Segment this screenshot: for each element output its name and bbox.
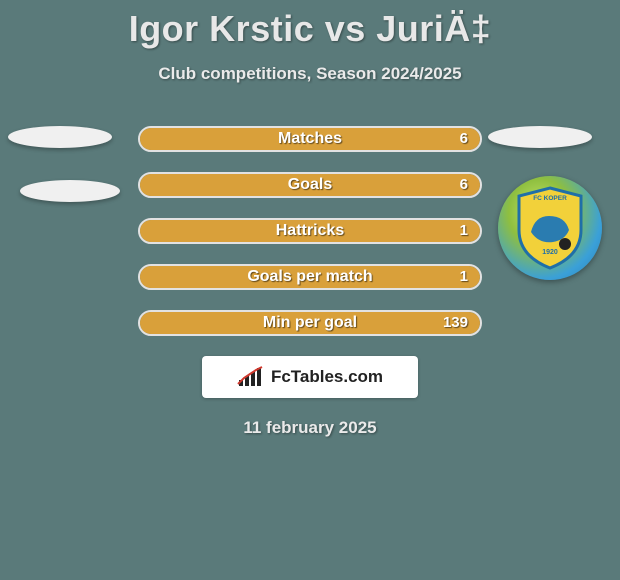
comparison-title: Igor Krstic vs JuriÄ‡ (0, 0, 620, 50)
stat-value-right: 139 (443, 312, 468, 334)
stat-row: Goals per match1 (138, 264, 482, 290)
comparison-subtitle: Club competitions, Season 2024/2025 (0, 64, 620, 84)
stat-value-right: 6 (460, 174, 468, 196)
stat-row: Min per goal139 (138, 310, 482, 336)
stats-area: FC KOPER 1920 Matches6Goals6Hattricks1Go… (0, 126, 620, 336)
stat-value-right: 1 (460, 220, 468, 242)
player-left-shadow-1 (8, 126, 112, 148)
badge-year: 1920 (542, 249, 558, 256)
stat-row: Matches6 (138, 126, 482, 152)
date-line: 11 february 2025 (0, 418, 620, 438)
player-right-shadow-1 (488, 126, 592, 148)
stat-label: Goals per match (140, 266, 480, 288)
stat-value-right: 1 (460, 266, 468, 288)
badge-text-top: FC KOPER (533, 195, 567, 202)
player-left-shadow-2 (20, 180, 120, 202)
fctables-logo-box[interactable]: FcTables.com (202, 356, 418, 398)
fctables-logo-text: FcTables.com (271, 367, 383, 387)
bar-chart-icon (237, 366, 265, 388)
shield-icon: FC KOPER 1920 (515, 186, 585, 270)
stat-row: Hattricks1 (138, 218, 482, 244)
stat-label: Min per goal (140, 312, 480, 334)
club-badge-right: FC KOPER 1920 (498, 176, 602, 280)
stat-label: Goals (140, 174, 480, 196)
stat-label: Hattricks (140, 220, 480, 242)
stat-row: Goals6 (138, 172, 482, 198)
ball-icon (559, 238, 571, 250)
stat-value-right: 6 (460, 128, 468, 150)
stat-label: Matches (140, 128, 480, 150)
club-badge-shield: FC KOPER 1920 (515, 186, 585, 270)
